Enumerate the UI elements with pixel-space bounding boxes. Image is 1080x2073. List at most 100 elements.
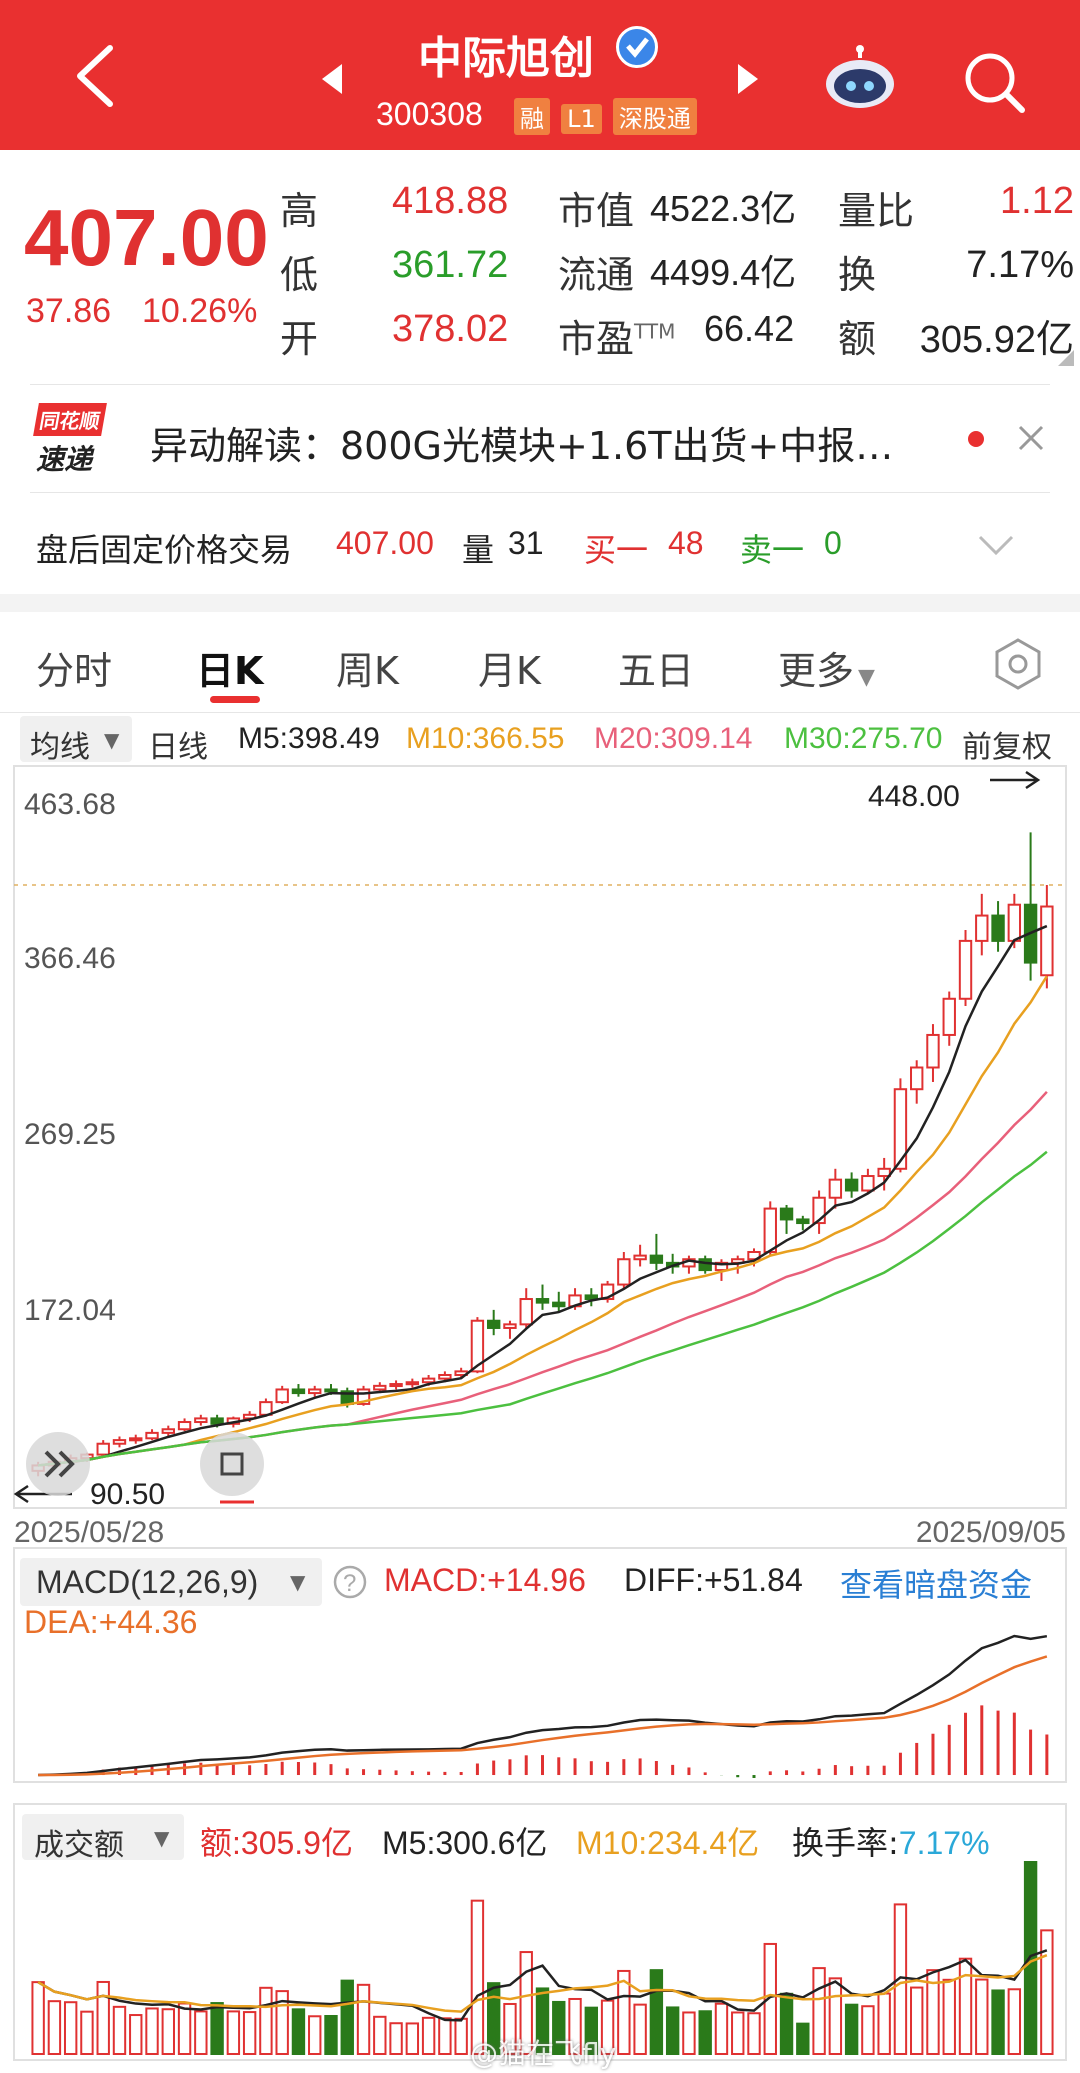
volume-bar — [47, 2000, 62, 2056]
watermark: @猫在飞fly — [470, 2037, 617, 2070]
tab-five-day[interactable]: 五日 — [618, 649, 695, 693]
prev-stock-icon[interactable] — [318, 62, 346, 96]
candle-body — [942, 997, 956, 1036]
volume-bar — [1040, 1929, 1054, 2055]
volume-bar — [63, 2001, 78, 2056]
pe-value: 66.42 — [704, 308, 795, 349]
volume-ma-lines — [37, 1949, 1048, 2022]
volume-bar — [991, 1989, 1005, 2056]
volume-bar — [975, 1978, 989, 2056]
volume-bar — [210, 2002, 224, 2055]
volume-bars — [31, 1861, 1054, 2056]
expand-corner-icon[interactable] — [1058, 350, 1074, 366]
ma10-value: M10:366.55 — [406, 722, 565, 755]
candle-body — [421, 1377, 436, 1384]
help-icon[interactable]: ? — [332, 1564, 368, 1600]
diff-value: DIFF:+51.84 — [624, 1562, 803, 1598]
candle-body — [828, 1178, 843, 1199]
period-label: 日线 — [148, 730, 208, 765]
macd-selector[interactable]: MACD(12,26,9) ▼ — [20, 1558, 322, 1606]
volume-bar — [503, 2002, 517, 2055]
ma-selector[interactable]: 均线 ▼ — [20, 716, 132, 765]
mktcap-value: 4522.3亿 — [650, 188, 797, 229]
candle-body — [779, 1207, 794, 1221]
expand-nav-icon[interactable] — [26, 1432, 90, 1496]
tab-monthly-k[interactable]: 月K — [478, 649, 541, 693]
float-label: 流通 — [558, 253, 635, 297]
back-arrow-icon[interactable] — [72, 44, 116, 108]
min-price-label: 90.50 — [90, 1478, 165, 1511]
candle-body — [861, 1175, 875, 1192]
macd-chart[interactable] — [0, 1546, 1080, 1786]
adjust-mode[interactable]: 前复权 — [962, 730, 1052, 765]
candle-body — [910, 1066, 924, 1091]
volume-bar — [861, 2005, 875, 2055]
after-hours-vol-label: 量 — [462, 531, 495, 569]
volume-bar — [828, 1977, 843, 2055]
section-gap — [0, 594, 1080, 612]
candle-body — [812, 1196, 826, 1225]
ma10-line — [37, 975, 1048, 1467]
robot-assistant-icon[interactable] — [820, 44, 900, 114]
end-date-label: 2025/09/05 — [915, 1516, 1066, 1549]
candle-body — [552, 1301, 566, 1308]
ma30-value: M30:275.70 — [784, 722, 943, 755]
candle-body — [617, 1258, 631, 1286]
candle-body — [438, 1373, 452, 1380]
tab-daily-k[interactable]: 日K — [196, 649, 264, 693]
candle-body — [210, 1417, 224, 1425]
kline-chart[interactable]: 463.68 366.46 269.25 172.04 448.00 90.50 — [0, 764, 1080, 1518]
candle-body — [308, 1388, 322, 1395]
last-price: 407.00 — [24, 193, 269, 282]
tab-intraday[interactable]: 分时 — [36, 649, 113, 693]
volume-chart[interactable] — [0, 1802, 1080, 2064]
active-tab-indicator — [210, 696, 260, 703]
volume-bar — [958, 1957, 973, 2055]
volume-bar — [926, 1969, 940, 2055]
open-value: 378.02 — [392, 308, 509, 350]
candle-body — [112, 1439, 127, 1445]
candle-body — [844, 1178, 859, 1192]
volume-bar — [942, 1978, 956, 2055]
moving-averages — [37, 924, 1048, 1467]
close-icon[interactable] — [1016, 423, 1046, 453]
start-date-label: 2025/05/28 — [14, 1516, 165, 1549]
volume-bar — [714, 2002, 729, 2055]
volume-bar — [438, 2017, 452, 2055]
volume-amount: 额:305.9亿 — [200, 1825, 353, 1861]
pe-label: 市盈TTM — [558, 317, 676, 361]
chevron-down-icon[interactable] — [976, 533, 1016, 557]
volume-ma5-line — [37, 1949, 1048, 2022]
y-tick-label: 366.46 — [24, 942, 116, 975]
volume-bar — [552, 2000, 566, 2056]
mktcap-label: 市值 — [558, 189, 635, 233]
ma30-line — [37, 1150, 1048, 1467]
max-price-label: 448.00 — [868, 780, 960, 813]
volume-ma10: M10:234.4亿 — [576, 1825, 760, 1861]
level1-badge: L1 — [561, 104, 602, 134]
volume-bar — [161, 2008, 175, 2055]
volume-bar — [324, 2014, 338, 2055]
tab-weekly-k[interactable]: 周K — [336, 649, 399, 693]
news-headline[interactable]: 异动解读：800G光模块+1.6T出货+中报… — [150, 424, 894, 468]
dark-pool-link[interactable]: 查看暗盘资金 — [840, 1566, 1033, 1604]
volume-selector[interactable]: 成交额 ▼ — [22, 1814, 184, 1863]
volume-bar — [682, 2011, 696, 2055]
candle-body — [584, 1294, 599, 1301]
candle-body — [519, 1298, 533, 1326]
news-banner[interactable]: 同花顺 速递 异动解读：800G光模块+1.6T出货+中报… — [0, 385, 1080, 491]
tab-more[interactable]: 更多 ▼ — [778, 649, 875, 693]
diff-line — [38, 1634, 1048, 1777]
crosshair-toggle-icon[interactable] — [200, 1432, 264, 1504]
chart-frame — [13, 765, 1067, 1509]
price-change-pct: 10.26% — [142, 292, 258, 330]
chart-settings-icon[interactable] — [990, 636, 1046, 692]
volume-bar — [96, 1980, 110, 2055]
next-stock-icon[interactable] — [734, 62, 762, 96]
after-hours-row[interactable]: 盘后固定价格交易 407.00 量 31 买一 48 卖一 0 — [0, 493, 1080, 593]
volume-bar — [1007, 1988, 1022, 2055]
shenzhen-connect-badge: 深股通 — [612, 98, 697, 135]
search-icon[interactable] — [962, 50, 1026, 114]
volume-bar — [731, 2011, 745, 2055]
volume-bar — [617, 1969, 631, 2056]
